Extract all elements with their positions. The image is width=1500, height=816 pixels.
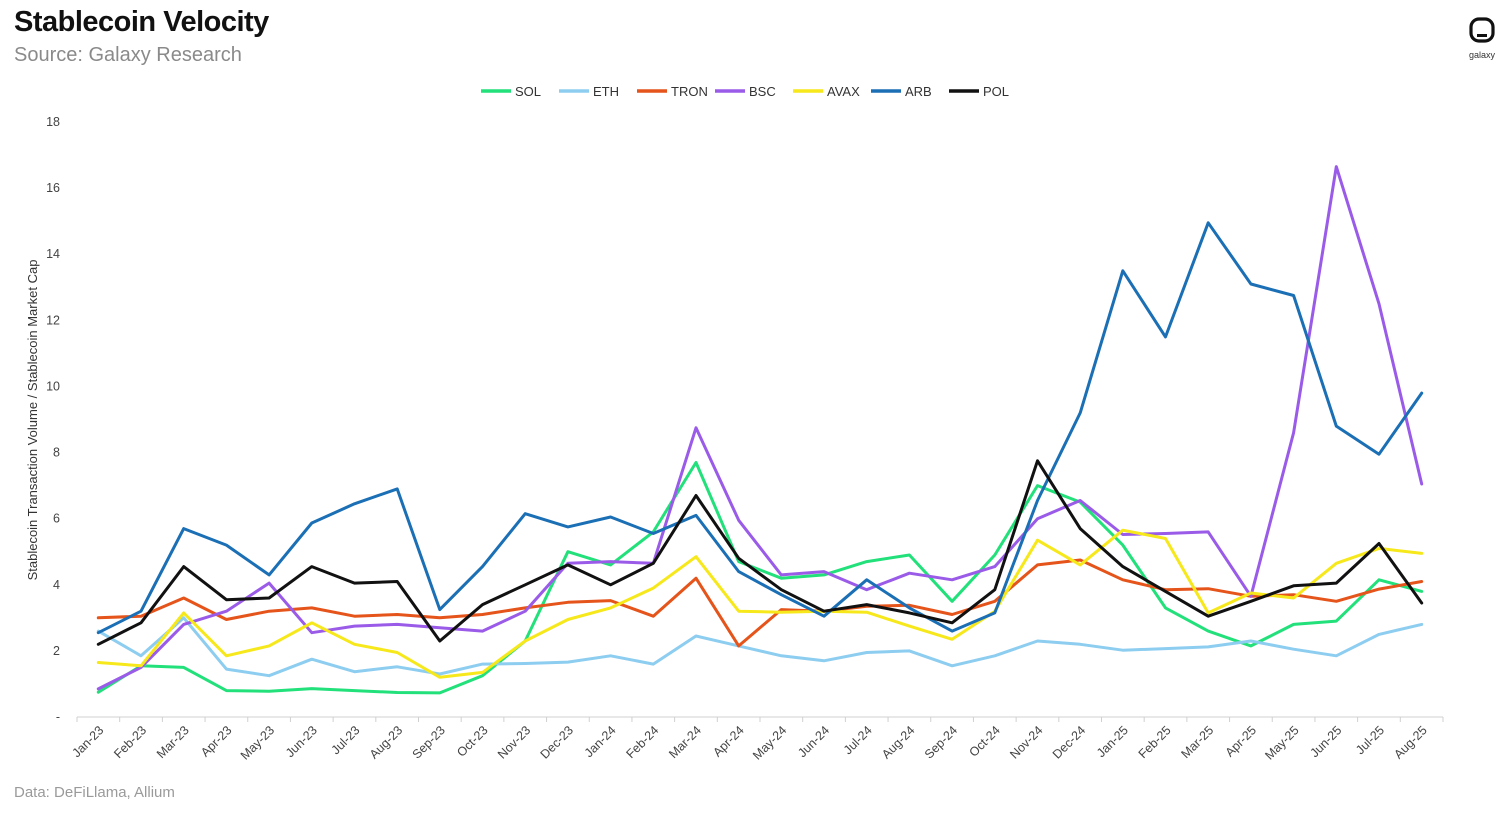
legend-item-sol: SOL <box>481 84 541 99</box>
legend-label: AVAX <box>827 84 860 99</box>
y-tick-label: 12 <box>46 313 60 327</box>
series-line-sol <box>96 461 1424 695</box>
x-tick-label: Nov-24 <box>1007 723 1045 761</box>
chart-title: Stablecoin Velocity <box>14 6 269 38</box>
y-tick-label: 4 <box>53 578 60 592</box>
logo-text: galaxy <box>1468 50 1495 60</box>
x-tick-label: Jun-25 <box>1307 723 1344 760</box>
legend-label: SOL <box>515 84 541 99</box>
x-tick-label: Oct-24 <box>966 723 1002 759</box>
y-axis-title: Stablecoin Transaction Volume / Stableco… <box>25 260 40 581</box>
x-tick-label: Aug-23 <box>367 723 405 761</box>
x-tick-label: Jul-25 <box>1353 723 1387 757</box>
legend-label: TRON <box>671 84 708 99</box>
series-line-pol <box>96 459 1424 646</box>
x-tick-label: Apr-23 <box>198 723 234 759</box>
x-tick-label: Feb-25 <box>1136 723 1174 761</box>
x-tick-label: May-23 <box>238 723 277 762</box>
chart-subtitle: Source: Galaxy Research <box>14 44 242 66</box>
legend-item-tron: TRON <box>637 84 708 99</box>
legend-label: ARB <box>905 84 932 99</box>
x-tick-label: Mar-24 <box>666 723 704 761</box>
x-tick-label: Apr-25 <box>1223 723 1259 759</box>
legend-item-eth: ETH <box>559 84 619 99</box>
x-tick-label: Nov-23 <box>495 723 533 761</box>
x-tick-label: Jun-24 <box>795 723 832 760</box>
legend: SOL ETH TRON BSC AVAX ARB POL <box>481 84 1009 99</box>
series-lines <box>96 165 1424 695</box>
legend-label: ETH <box>593 84 619 99</box>
x-tick-label: Jan-23 <box>70 723 107 760</box>
y-tick-label: 16 <box>46 181 60 195</box>
x-tick-label: Jan-24 <box>582 723 619 760</box>
legend-item-bsc: BSC <box>715 84 776 99</box>
x-tick-label: Aug-24 <box>879 723 917 761</box>
data-source-note: Data: DeFiLlama, Allium <box>14 784 175 801</box>
x-tick-label: Jun-23 <box>283 723 320 760</box>
series-line-bsc <box>96 165 1424 691</box>
y-axis: - 2 4 6 8 10 12 14 16 18 <box>46 115 60 724</box>
series-line-avax <box>96 528 1424 679</box>
x-tick-label: Feb-24 <box>623 723 661 761</box>
y-tick-label: 18 <box>46 115 60 129</box>
galaxy-logo-icon <box>1469 17 1495 43</box>
x-tick-label: Mar-23 <box>154 723 192 761</box>
y-tick-label: 6 <box>53 512 60 526</box>
y-tick-label: - <box>56 710 60 724</box>
x-tick-label: May-24 <box>750 723 789 762</box>
legend-item-pol: POL <box>949 84 1009 99</box>
x-tick-label: Aug-25 <box>1391 723 1429 761</box>
x-tick-label: Sep-24 <box>922 723 960 761</box>
series-line-eth <box>96 616 1424 678</box>
x-tick-label: Jul-24 <box>841 723 875 757</box>
series-line-tron <box>96 558 1424 648</box>
x-tick-label: Jan-25 <box>1094 723 1131 760</box>
x-axis: Jan-23 Feb-23 Mar-23 Apr-23 May-23 Jun-23 Jul-… <box>70 716 1444 763</box>
series-line-arb <box>96 221 1424 635</box>
x-tick-label: Apr-24 <box>710 723 746 759</box>
x-tick-label: May-25 <box>1262 723 1301 762</box>
x-tick-label: Jul-23 <box>329 723 363 757</box>
y-tick-label: 2 <box>53 644 60 658</box>
x-tick-label: Dec-24 <box>1050 723 1088 761</box>
legend-item-arb: ARB <box>871 84 932 99</box>
legend-label: BSC <box>749 84 776 99</box>
y-tick-label: 10 <box>46 379 60 393</box>
legend-label: POL <box>983 84 1009 99</box>
x-tick-label: Oct-23 <box>454 723 490 759</box>
x-tick-label: Sep-23 <box>410 723 448 761</box>
x-tick-label: Mar-25 <box>1178 723 1216 761</box>
legend-item-avax: AVAX <box>793 84 860 99</box>
x-tick-label: Feb-23 <box>111 723 149 761</box>
y-tick-label: 8 <box>53 446 60 460</box>
y-tick-label: 14 <box>46 247 60 261</box>
galaxy-logo: galaxy <box>1462 16 1500 60</box>
x-tick-label: Dec-23 <box>538 723 576 761</box>
